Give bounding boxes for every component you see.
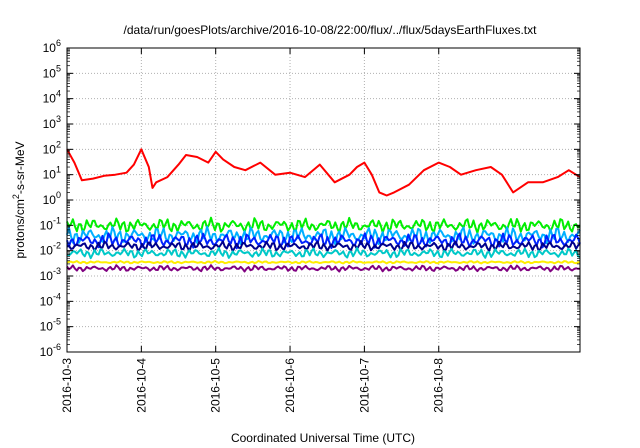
series-line — [66, 225, 581, 246]
y-tick-exponent: -5 — [53, 317, 61, 327]
y-tick-label: 104 — [43, 89, 61, 106]
y-tick-base: 10 — [43, 193, 57, 207]
y-tick-base: 10 — [43, 142, 57, 156]
series-line — [66, 264, 581, 273]
grid — [67, 48, 580, 352]
x-tick-label: 2016-10-6 — [283, 358, 297, 413]
y-tick-exponent: -6 — [53, 342, 61, 352]
y-tick-exponent: 4 — [56, 89, 61, 99]
x-tick-label: 2016-10-5 — [209, 358, 223, 413]
y-tick-label: 106 — [43, 38, 61, 55]
y-tick-exponent: 3 — [56, 114, 61, 124]
y-tick-base: 10 — [40, 294, 54, 308]
y-tick-base: 10 — [43, 66, 57, 80]
y-tick-base: 10 — [43, 92, 57, 106]
y-tick-base: 10 — [43, 41, 57, 55]
y-tick-label: 10-4 — [40, 291, 61, 308]
x-tick-label: 2016-10-8 — [432, 358, 446, 413]
y-tick-exponent: 5 — [56, 63, 61, 73]
y-tick-label: 105 — [43, 63, 61, 80]
y-tick-exponent: -4 — [53, 291, 61, 301]
series-line — [66, 148, 581, 197]
y-tick-exponent: 1 — [56, 165, 61, 175]
y-tick-exponent: -2 — [53, 241, 61, 251]
y-axis-label-rest: -s-sr-MeV — [13, 141, 27, 194]
y-tick-label: 101 — [43, 165, 61, 182]
y-tick-label: 10-6 — [40, 342, 61, 359]
x-tick-label: 2016-10-3 — [60, 358, 74, 413]
plot-frame — [66, 47, 581, 353]
y-tick-base: 10 — [40, 218, 54, 232]
y-axis-ticks: 10-610-510-410-310-210-11001011021031041… — [40, 38, 580, 359]
y-tick-exponent: -3 — [53, 266, 61, 276]
y-tick-base: 10 — [43, 117, 57, 131]
y-tick-base: 10 — [40, 345, 54, 359]
y-tick-label: 102 — [43, 139, 61, 156]
y-tick-exponent: -1 — [53, 215, 61, 225]
y-tick-base: 10 — [43, 168, 57, 182]
series-line — [66, 216, 581, 234]
y-tick-base: 10 — [40, 320, 54, 334]
y-axis-label-main: protons/cm — [13, 199, 27, 258]
y-tick-base: 10 — [40, 244, 54, 258]
y-tick-base: 10 — [40, 269, 54, 283]
x-tick-label: 2016-10-7 — [357, 358, 371, 413]
y-tick-exponent: 0 — [56, 190, 61, 200]
y-tick-label: 103 — [43, 114, 61, 131]
x-tick-label: 2016-10-4 — [134, 358, 148, 413]
y-tick-label: 10-5 — [40, 317, 61, 334]
x-axis-label: Coordinated Universal Time (UTC) — [231, 431, 415, 445]
series-line — [66, 247, 581, 260]
x-axis-ticks: 2016-10-3 2016-10-4 2016-10-5 2016-10-6 2016… — [60, 48, 446, 413]
chart-title: /data/run/goesPlots/archive/2016-10-08/2… — [124, 23, 538, 37]
y-tick-label: 10-1 — [40, 215, 61, 232]
y-tick-exponent: 6 — [56, 38, 61, 48]
y-tick-exponent: 2 — [56, 139, 61, 149]
y-axis-label-sup: 2 — [11, 194, 21, 199]
y-tick-label: 100 — [43, 190, 61, 207]
series-layer — [66, 148, 581, 273]
y-tick-label: 10-3 — [40, 266, 61, 283]
y-axis-label: protons/cm2-s-sr-MeV — [11, 141, 27, 258]
y-tick-label: 10-2 — [40, 241, 61, 258]
series-line — [66, 259, 580, 265]
